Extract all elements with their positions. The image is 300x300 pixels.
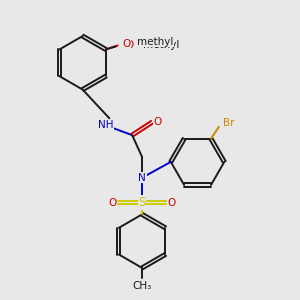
Text: O: O bbox=[168, 197, 176, 208]
Text: NH: NH bbox=[98, 120, 113, 130]
Text: Br: Br bbox=[223, 118, 235, 128]
Text: O: O bbox=[108, 197, 116, 208]
Text: methyl: methyl bbox=[136, 37, 173, 46]
Text: S: S bbox=[138, 196, 146, 209]
Text: O: O bbox=[125, 40, 134, 50]
Text: methyl: methyl bbox=[143, 40, 180, 50]
Text: CH₃: CH₃ bbox=[132, 281, 152, 291]
Text: N: N bbox=[138, 173, 146, 183]
Text: O: O bbox=[122, 40, 131, 50]
Text: O: O bbox=[154, 117, 162, 127]
